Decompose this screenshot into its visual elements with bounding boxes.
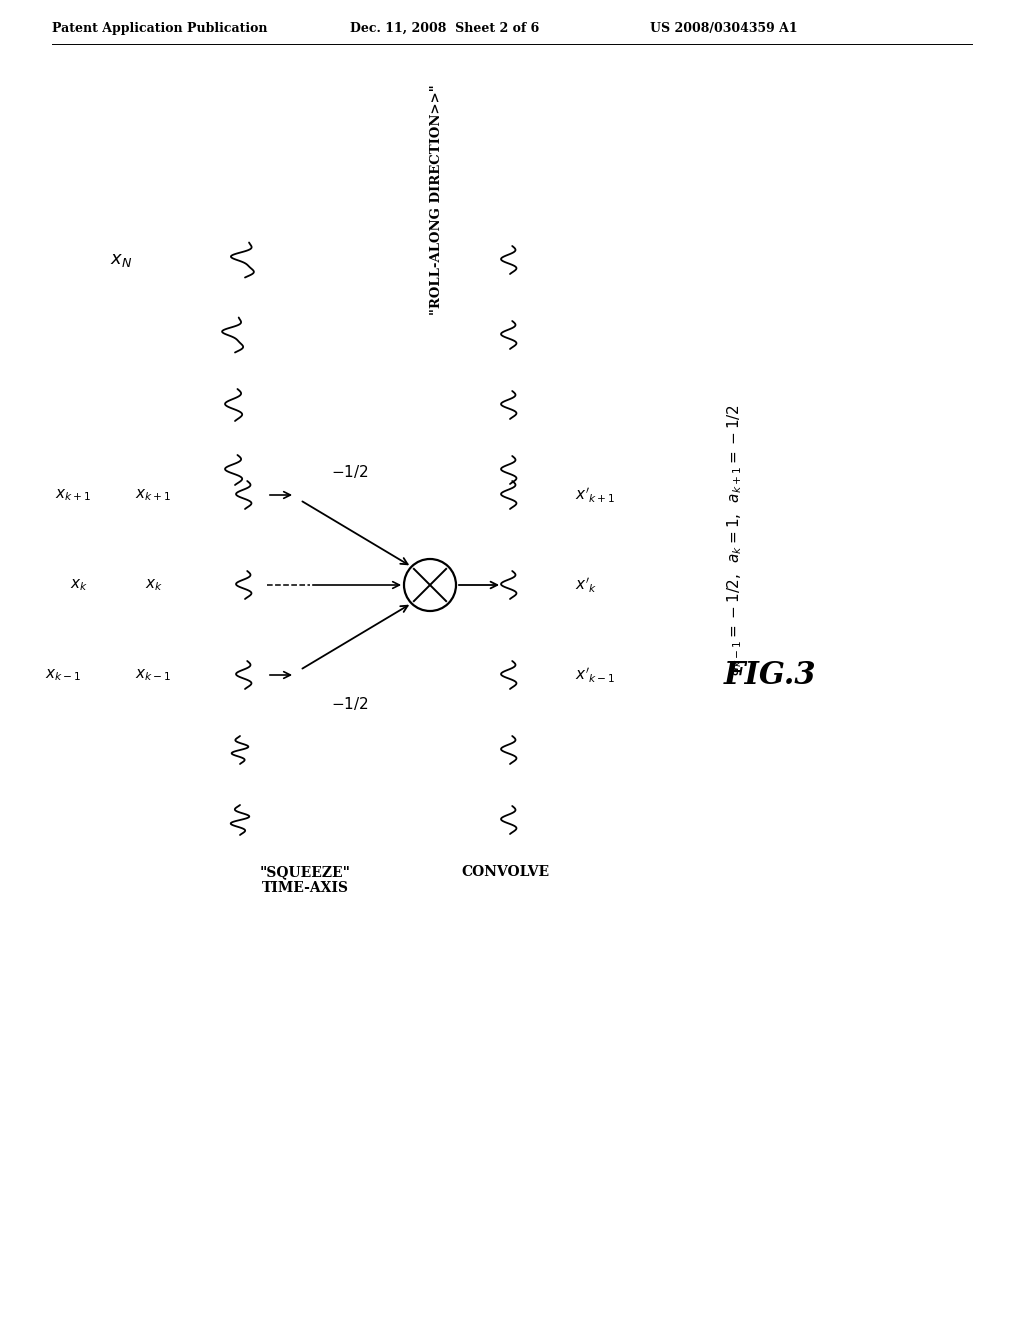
Text: $x_{k+1}$: $x_{k+1}$ bbox=[135, 487, 171, 503]
Text: $a_{k-1} = -1/2,\;\; a_k = 1,\;\; a_{k+1} = -1/2$: $a_{k-1} = -1/2,\;\; a_k = 1,\;\; a_{k+1… bbox=[726, 404, 744, 676]
Text: FIG.3: FIG.3 bbox=[724, 660, 816, 690]
Text: US 2008/0304359 A1: US 2008/0304359 A1 bbox=[650, 22, 798, 36]
Text: $-1/2$: $-1/2$ bbox=[332, 463, 369, 480]
Text: $x_{k+1}$: $x_{k+1}$ bbox=[55, 487, 91, 503]
Text: $x_k$: $x_k$ bbox=[145, 577, 163, 593]
Text: $x'_k$: $x'_k$ bbox=[575, 576, 597, 594]
Text: CONVOLVE: CONVOLVE bbox=[461, 865, 549, 879]
Text: $x_N$: $x_N$ bbox=[110, 251, 132, 269]
Text: Dec. 11, 2008  Sheet 2 of 6: Dec. 11, 2008 Sheet 2 of 6 bbox=[350, 22, 540, 36]
Text: "ROLL-ALONG DIRECTION>>": "ROLL-ALONG DIRECTION>>" bbox=[430, 84, 443, 315]
Text: $x_{k-1}$: $x_{k-1}$ bbox=[135, 667, 171, 682]
Text: $x'_{k-1}$: $x'_{k-1}$ bbox=[575, 665, 615, 685]
Text: $-1/2$: $-1/2$ bbox=[332, 696, 369, 711]
Text: Patent Application Publication: Patent Application Publication bbox=[52, 22, 267, 36]
Text: "SQUEEZE"
TIME-AXIS: "SQUEEZE" TIME-AXIS bbox=[259, 865, 350, 895]
Text: $x_{k-1}$: $x_{k-1}$ bbox=[45, 667, 82, 682]
Text: $x_k$: $x_k$ bbox=[70, 577, 88, 593]
Text: $x'_{k+1}$: $x'_{k+1}$ bbox=[575, 486, 615, 504]
